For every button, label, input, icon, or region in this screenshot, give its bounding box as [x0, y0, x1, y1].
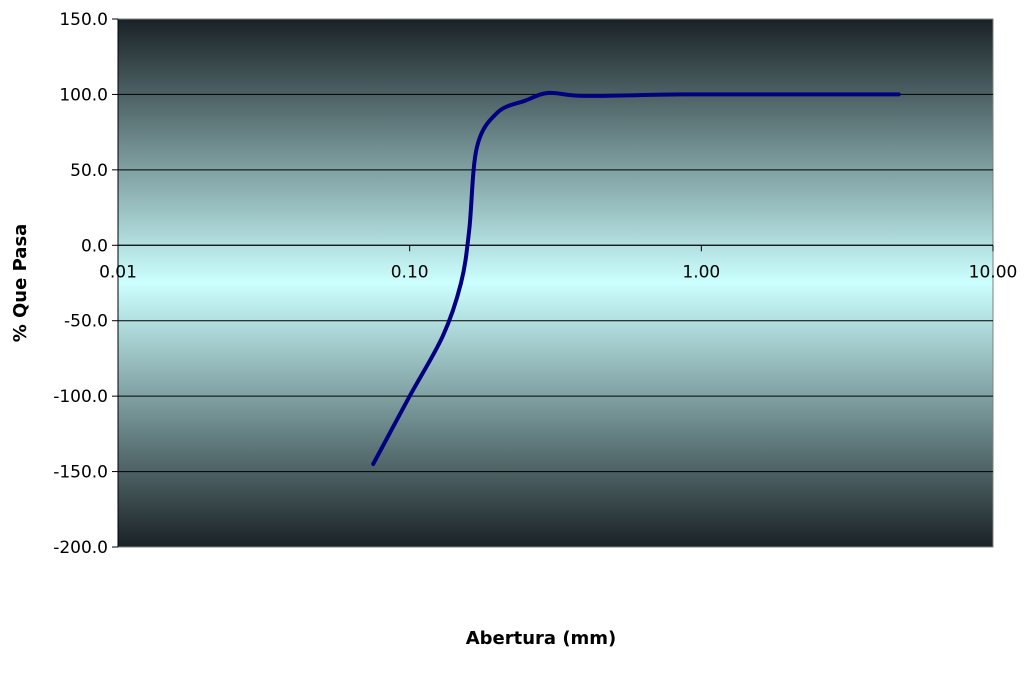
y-tick-label: 50.0 — [70, 161, 108, 181]
x-tick-label: 0.10 — [391, 262, 429, 282]
plot-area — [117, 18, 994, 548]
series-group — [371, 90, 901, 466]
y-tick-label: 150.0 — [59, 10, 108, 30]
x-tick-label: 10.00 — [969, 262, 1018, 282]
x-tick-label: 1.00 — [682, 262, 720, 282]
x-tick-label: 0.01 — [99, 262, 137, 282]
y-tick-label: 100.0 — [59, 85, 108, 105]
y-tick-label: 0.0 — [81, 236, 108, 256]
series-line — [371, 90, 901, 466]
y-tick-labels: 150.0 100.0 50.0 0.0 -50.0 -100.0 -150.0 -200.0 — [53, 10, 108, 558]
y-axis-title: % Que Pasa — [10, 224, 31, 343]
y-tick-label: -50.0 — [64, 312, 108, 332]
y-tick-label: -150.0 — [53, 463, 108, 483]
x-axis-title: Abertura (mm) — [466, 628, 617, 649]
x-tick-labels: 0.01 0.10 1.00 10.00 — [99, 262, 1017, 282]
y-tick-label: -200.0 — [53, 538, 108, 558]
y-tick-label: -100.0 — [53, 387, 108, 407]
axes — [112, 18, 994, 548]
